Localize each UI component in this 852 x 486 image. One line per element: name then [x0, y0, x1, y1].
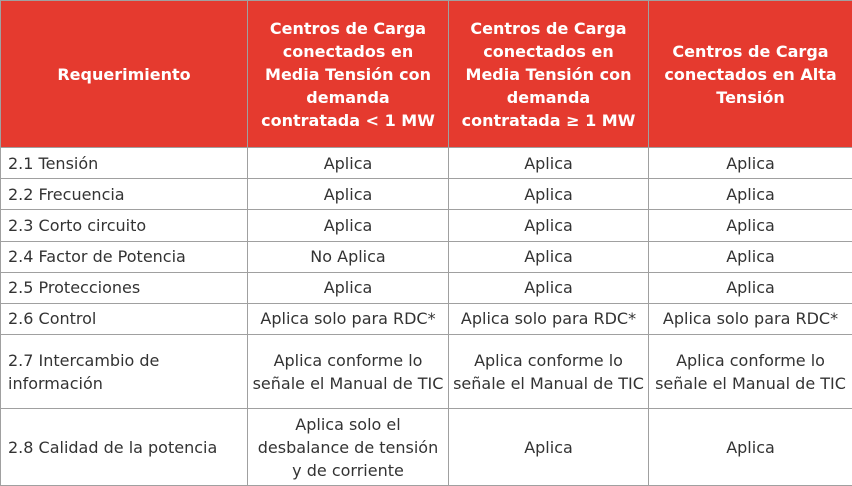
value-cell: Aplica: [648, 209, 852, 242]
value-cell: Aplica: [648, 271, 852, 304]
value-cell: Aplica: [648, 146, 852, 180]
requirement-cell: 2.8 Calidad de la potencia: [0, 408, 248, 486]
value-cell: Aplica solo el desbalance de tensión y d…: [247, 408, 449, 486]
value-cell: Aplica solo para RDC*: [448, 302, 649, 336]
value-cell: Aplica solo para RDC*: [247, 302, 449, 336]
value-cell: Aplica: [247, 271, 449, 304]
value-cell: Aplica conforme lo señale el Manual de T…: [648, 334, 852, 410]
header-row: Requerimiento Centros de Carga conectados…: [0, 0, 852, 148]
requirement-cell: 2.6 Control: [0, 302, 248, 336]
value-cell: Aplica: [448, 146, 649, 180]
table-row: 2.4 Factor de Potencia No Aplica Aplica Apl…: [0, 240, 852, 273]
table-row: 2.2 Frecuencia Aplica Aplica Aplica: [0, 178, 852, 211]
header-cell: Centros de Carga conectados en Alta Tens…: [648, 0, 852, 148]
table-row: 2.3 Corto circuito Aplica Aplica Aplica: [0, 209, 852, 242]
requirement-cell: 2.2 Frecuencia: [0, 178, 248, 211]
table-row: 2.5 Protecciones Aplica Aplica Aplica: [0, 271, 852, 304]
value-cell: Aplica: [247, 178, 449, 211]
table-row: 2.1 Tensión Aplica Aplica Aplica: [0, 146, 852, 180]
value-cell: Aplica: [648, 240, 852, 273]
value-cell: Aplica: [648, 408, 852, 486]
requirement-cell: 2.7 Intercambio de información: [0, 334, 248, 410]
value-cell: Aplica solo para RDC*: [648, 302, 852, 336]
requirement-cell: 2.1 Tensión: [0, 146, 248, 180]
requirement-cell: 2.4 Factor de Potencia: [0, 240, 248, 273]
header-cell: Centros de Carga conectados en Media Ten…: [448, 0, 649, 148]
value-cell: Aplica: [448, 271, 649, 304]
header-cell: Centros de Carga conectados en Media Ten…: [247, 0, 449, 148]
value-cell: Aplica conforme lo señale el Manual de T…: [448, 334, 649, 410]
value-cell: Aplica: [247, 209, 449, 242]
value-cell: Aplica: [448, 209, 649, 242]
table-row: 2.8 Calidad de la potencia Aplica solo el…: [0, 408, 852, 486]
value-cell: Aplica conforme lo señale el Manual de T…: [247, 334, 449, 410]
value-cell: Aplica: [648, 178, 852, 211]
value-cell: No Aplica: [247, 240, 449, 273]
value-cell: Aplica: [448, 408, 649, 486]
table-row: 2.6 Control Aplica solo para RDC* Aplica s…: [0, 302, 852, 336]
header-cell: Requerimiento: [0, 0, 248, 148]
table-row: 2.7 Intercambio de información Aplica con…: [0, 334, 852, 410]
value-cell: Aplica: [247, 146, 449, 180]
requirement-cell: 2.5 Protecciones: [0, 271, 248, 304]
requirement-cell: 2.3 Corto circuito: [0, 209, 248, 242]
value-cell: Aplica: [448, 178, 649, 211]
value-cell: Aplica: [448, 240, 649, 273]
